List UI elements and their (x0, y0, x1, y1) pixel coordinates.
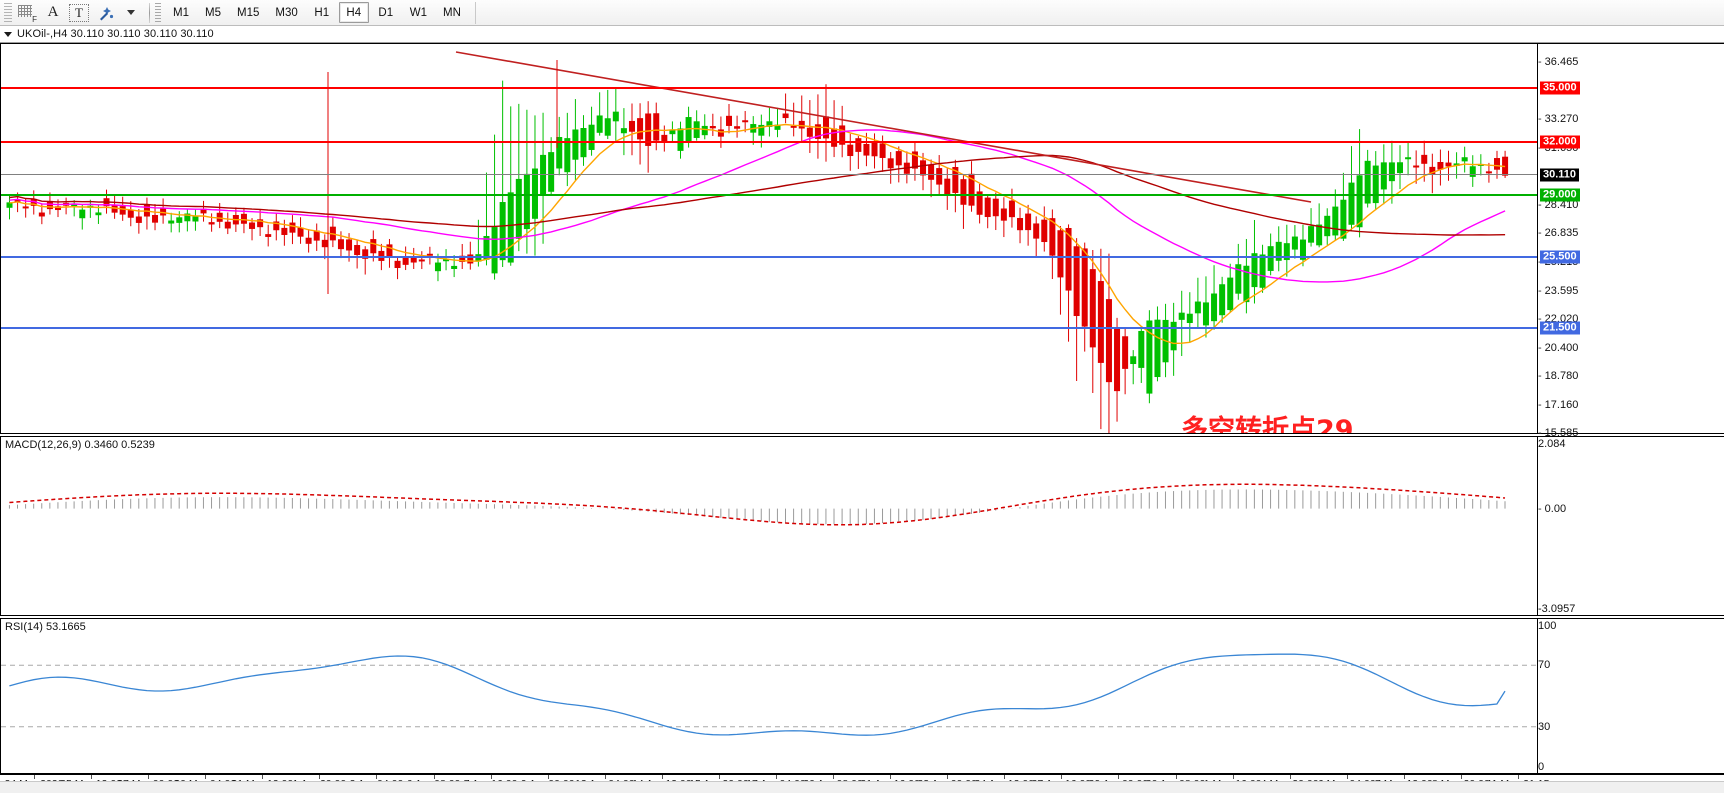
rsi-tick: 0 (1538, 761, 1545, 773)
symbol-info-bar: UKOil-,H4 30.110 30.110 30.110 30.110 (0, 26, 1724, 43)
timeframe-m15[interactable]: M15 (237, 6, 260, 19)
price-tick: -23.595 (1538, 284, 1579, 297)
chart-menu-caret-icon[interactable] (4, 31, 12, 37)
macd-label: MACD(12,26,9) 0.3460 0.5239 (5, 439, 155, 451)
status-bar (0, 781, 1724, 793)
time-tick (604, 775, 606, 779)
price-tick: -26.835 (1538, 227, 1579, 240)
time-tick (547, 775, 549, 779)
timeframe-w1[interactable]: W1 (409, 6, 427, 19)
main-toolbar: F A T M1 M5 M15 M30 H1 H4 D1 W1 MN (0, 0, 1724, 26)
timeframe-m5[interactable]: M5 (205, 6, 221, 19)
time-tick (890, 775, 892, 779)
price-level-line-last-price[interactable] (1, 174, 1537, 176)
rsi-axis[interactable]: 100 70 30 0 (1537, 619, 1724, 773)
time-tick (148, 775, 150, 779)
text-label-icon[interactable]: A (47, 4, 59, 20)
time-tick (490, 775, 492, 779)
time-tick (776, 775, 777, 779)
time-tick (34, 775, 35, 779)
price-tick: -20.400 (1538, 341, 1579, 354)
price-level-line-support[interactable] (1, 256, 1537, 258)
symbol-ohlc-text: UKOil-,H4 30.110 30.110 30.110 30.110 (17, 28, 214, 40)
macd-tick: -0.00 (1538, 502, 1567, 515)
macd-svg (8, 483, 1506, 526)
time-tick (947, 775, 949, 779)
price-level-line-resistance[interactable] (1, 140, 1537, 143)
rsi-tick: 30 (1538, 720, 1551, 733)
price-level-line-support[interactable] (1, 193, 1537, 196)
timeframe-toolbar-drag-handle[interactable] (155, 2, 161, 23)
magic-wand-icon[interactable] (93, 2, 117, 24)
price-level-tag-resistance[interactable]: 35.000 (1540, 81, 1580, 95)
time-tick (205, 775, 207, 779)
rsi-label: RSI(14) 53.1665 (5, 621, 86, 633)
time-tick (1118, 775, 1120, 779)
time-tick (1232, 775, 1234, 779)
time-tick (262, 775, 264, 779)
price-tick: -18.780 (1538, 370, 1579, 383)
text-box-icon[interactable]: T (67, 2, 91, 24)
price-tick: -28.410 (1538, 199, 1579, 212)
time-tick (376, 775, 378, 779)
price-axis[interactable]: -36.465-33.270-31.650-28.410-26.835-25.2… (1537, 44, 1724, 439)
toolbar-separator (149, 2, 150, 23)
time-tick (833, 775, 835, 779)
timeframe-m1[interactable]: M1 (173, 6, 189, 19)
rsi-svg (1, 653, 1537, 736)
price-level-tag-support[interactable]: 21.500 (1540, 321, 1580, 335)
time-tick (1289, 775, 1291, 779)
chart-annotation-text: 多空转折点29 (1181, 415, 1354, 433)
time-tick (319, 775, 321, 779)
time-tick (1403, 775, 1405, 779)
timeframe-h4[interactable]: H4 (338, 2, 369, 23)
macd-plot[interactable]: MACD(12,26,9) 0.3460 0.5239 (1, 437, 1723, 615)
price-level-tag-support[interactable]: 29.000 (1540, 188, 1580, 202)
toolbar-drag-handle[interactable] (4, 2, 12, 23)
time-tick (1004, 775, 1006, 779)
price-plot[interactable]: 多空转折点29 (1, 44, 1723, 433)
price-tick: -33.270 (1538, 113, 1579, 126)
time-tick (1346, 775, 1348, 779)
toolbar-end-separator (474, 1, 476, 24)
time-tick (1518, 775, 1519, 779)
time-tick (433, 775, 435, 779)
price-level-tag-resistance[interactable]: 32.000 (1540, 135, 1580, 149)
time-tick (1061, 775, 1063, 779)
macd-pane[interactable]: MACD(12,26,9) 0.3460 0.5239 2.084 -0.00 -3… (0, 436, 1724, 616)
time-tick (91, 775, 93, 779)
rsi-pane[interactable]: RSI(14) 53.1665 100 70 30 0 (0, 618, 1724, 774)
price-tick: -36.465 (1538, 56, 1579, 69)
rsi-tick: 70 (1538, 659, 1551, 672)
price-level-tag-last-price[interactable]: 30.110 (1540, 168, 1580, 182)
time-tick (661, 775, 663, 779)
macd-axis[interactable]: 2.084 -0.00 -3.0957 (1537, 437, 1724, 615)
timeframe-d1[interactable]: D1 (378, 6, 394, 19)
time-tick (718, 775, 720, 779)
price-level-tag-support[interactable]: 25.500 (1540, 250, 1580, 264)
price-pane[interactable]: 多空转折点29 -36.465-33.270-31.650-28.410-26.… (0, 43, 1724, 439)
timeframe-h1[interactable]: H1 (314, 6, 330, 19)
time-tick (1175, 775, 1177, 779)
price-candles-svg (6, 51, 1509, 433)
rsi-tick: 100 (1538, 620, 1557, 632)
dropdown-caret-icon[interactable] (119, 2, 143, 24)
macd-tick: -3.0957 (1538, 603, 1576, 615)
timeframe-mn[interactable]: MN (443, 6, 461, 19)
timeframe-m30[interactable]: M30 (275, 6, 298, 19)
price-tick: -17.160 (1538, 399, 1579, 412)
crosshair-grid-icon[interactable]: F (15, 2, 39, 24)
rsi-plot[interactable]: RSI(14) 53.1665 (1, 619, 1723, 773)
chart-area: 多空转折点29 -36.465-33.270-31.650-28.410-26.… (0, 43, 1724, 774)
time-tick (1460, 775, 1462, 779)
price-level-line-resistance[interactable] (1, 87, 1537, 90)
macd-tick: 2.084 (1538, 438, 1566, 450)
price-level-line-support[interactable] (1, 327, 1537, 329)
